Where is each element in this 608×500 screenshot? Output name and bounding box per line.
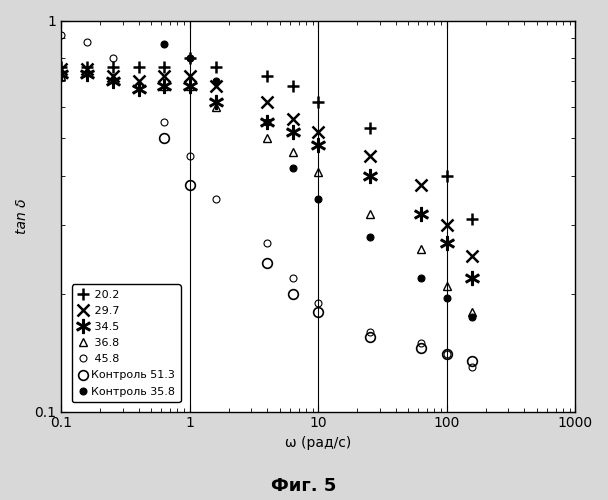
Y-axis label: tan δ: tan δ [15,198,29,234]
X-axis label: ω (рад/с): ω (рад/с) [285,436,351,450]
Text: Фиг. 5: Фиг. 5 [271,477,337,495]
Legend:  20.2,  29.7,  34.5,  36.8,  45.8, Контроль 51.3, Контроль 35.8: 20.2, 29.7, 34.5, 36.8, 45.8, Контроль 5… [72,284,181,402]
